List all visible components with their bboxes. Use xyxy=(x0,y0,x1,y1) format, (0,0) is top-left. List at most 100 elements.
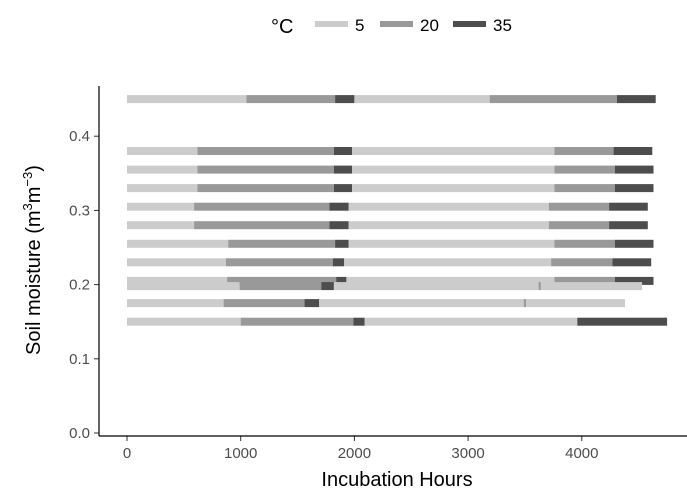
bar-segment-row7-seg4-20c xyxy=(551,258,613,267)
bar-segment-row1-seg3-5c xyxy=(352,147,555,155)
bar-segment-row6-seg3-5c xyxy=(348,239,555,248)
bar-segment-row2-seg2-35c xyxy=(333,165,353,174)
bar-segment-row0-seg5-35c xyxy=(617,95,656,104)
x-tick-label-0: 0 xyxy=(123,445,131,462)
bar-segment-row5-seg5-35c xyxy=(609,221,648,230)
x-axis-title: Incubation Hours xyxy=(321,469,472,491)
bar-segment-row7-seg2-35c xyxy=(332,258,345,267)
y-axis-title: Soil moisture (m3m−3) xyxy=(20,165,45,355)
bar-segment-row9-seg1-20c xyxy=(239,282,322,291)
bar-segment-row1-seg5-35c xyxy=(613,147,653,155)
bar-segment-row0-seg3-5c xyxy=(354,95,490,104)
legend-label-5: 5 xyxy=(355,16,364,35)
bar-segment-row7-seg5-35c xyxy=(612,258,652,267)
legend-label-20: 20 xyxy=(420,16,439,35)
bar-segment-row6-seg2-35c xyxy=(335,239,349,248)
bar-segment-row5-seg3-5c xyxy=(348,221,549,230)
y-axis-title-main: Soil moisture (m xyxy=(23,210,45,354)
bar-segment-row1-seg2-35c xyxy=(333,147,353,155)
bar-segment-row10-seg4-20c xyxy=(523,299,527,308)
bar-segment-row3-seg1-20c xyxy=(197,184,334,193)
bar-segment-row8-seg1-20c xyxy=(227,276,337,285)
bar-segment-row0-seg4-20c xyxy=(489,95,617,104)
bar-segment-row9-seg4-20c xyxy=(538,282,541,291)
bar-segment-row2-seg0-5c xyxy=(127,165,198,174)
bar-segment-row2-seg4-20c xyxy=(554,165,615,174)
bar-segment-row3-seg2-35c xyxy=(333,184,353,193)
bar-segment-row3-seg3-5c xyxy=(352,184,555,193)
x-axis-ticks: 0 1000 2000 3000 4000 xyxy=(123,436,598,462)
x-tick-label-3000: 3000 xyxy=(451,445,484,462)
bar-segment-row6-seg4-20c xyxy=(554,239,615,248)
bar-segments xyxy=(127,95,668,326)
bar-segment-row2-seg1-20c xyxy=(197,165,334,174)
bar-segment-row8-seg3-5c xyxy=(346,276,555,285)
bar-segment-row5-seg4-20c xyxy=(548,221,610,230)
bar-segment-row8-seg0-5c xyxy=(127,276,228,285)
bar-segment-row10-seg1-20c xyxy=(223,299,305,308)
bar-segment-row4-seg0-5c xyxy=(127,202,195,211)
bar-segment-row1-seg4-20c xyxy=(554,147,614,155)
bar-segment-row10-seg2-35c xyxy=(304,299,320,308)
bar-segment-row6-seg1-20c xyxy=(228,239,336,248)
y-axis-title-sup1: 3 xyxy=(20,203,35,210)
legend-swatch-35 xyxy=(453,21,486,27)
y-tick-label-0.4: 0.4 xyxy=(69,128,90,145)
bar-segment-row9-seg5-5c xyxy=(540,282,643,291)
bar-segment-row5-seg1-20c xyxy=(194,221,330,230)
y-tick-label-0: 0.0 xyxy=(69,425,90,442)
bar-segment-row3-seg5-35c xyxy=(614,184,654,193)
x-tick-label-2000: 2000 xyxy=(338,445,371,462)
bar-segment-row6-seg0-5c xyxy=(127,239,229,248)
y-tick-label-0.1: 0.1 xyxy=(69,351,90,368)
bar-segment-row11-seg4-35c xyxy=(577,317,668,326)
bar-segment-row3-seg0-5c xyxy=(127,184,198,193)
bar-segment-row11-seg3-5c xyxy=(364,317,578,326)
legend-swatch-5 xyxy=(315,21,348,27)
x-tick-label-4000: 4000 xyxy=(565,445,598,462)
bar-segment-row9-seg2-35c xyxy=(321,282,334,291)
y-tick-label-0.3: 0.3 xyxy=(69,202,90,219)
bar-segment-row11-seg0-5c xyxy=(127,317,241,326)
bar-segment-row2-seg5-35c xyxy=(614,165,654,174)
legend-label-35: 35 xyxy=(493,16,512,35)
legend: °C 5 20 35 xyxy=(271,16,512,38)
bar-segment-row4-seg5-35c xyxy=(609,202,648,211)
legend-swatch-20 xyxy=(380,21,413,27)
bar-segment-row6-seg5-35c xyxy=(614,239,654,248)
bar-segment-row1-seg1-20c xyxy=(197,147,334,155)
bar-segment-row3-seg4-20c xyxy=(554,184,615,193)
legend-title: °C xyxy=(271,16,293,38)
bar-segment-row4-seg4-20c xyxy=(548,202,610,211)
y-axis-title-close: ) xyxy=(23,165,45,172)
bar-segment-row0-seg0-5c xyxy=(127,95,247,104)
bar-segment-row4-seg1-20c xyxy=(194,202,330,211)
bar-segment-row2-seg3-5c xyxy=(352,165,555,174)
bar-segment-row8-seg5-35c xyxy=(614,276,654,285)
bar-segment-row8-seg2-35c xyxy=(336,276,347,285)
bar-segment-row11-seg2-35c xyxy=(353,317,365,326)
bar-segment-row11-seg1-20c xyxy=(240,317,354,326)
bar-segment-row1-seg0-5c xyxy=(127,147,198,155)
bar-segment-row9-seg3-5c xyxy=(333,282,539,291)
bar-segment-row4-seg3-5c xyxy=(348,202,549,211)
bar-segment-row5-seg0-5c xyxy=(127,221,195,230)
bar-segment-row10-seg0-5c xyxy=(127,299,224,308)
bar-segment-row10-seg5-5c xyxy=(526,299,625,308)
bar-segment-row7-seg3-5c xyxy=(344,258,552,267)
bar-segment-row4-seg2-35c xyxy=(329,202,349,211)
bar-segment-row8-seg4-20c xyxy=(554,276,615,285)
y-tick-label-0.2: 0.2 xyxy=(69,277,90,294)
bar-segment-row0-seg2-35c xyxy=(335,95,355,104)
y-axis-title-mid: m xyxy=(23,187,45,204)
x-tick-label-1000: 1000 xyxy=(224,445,257,462)
bar-segment-row5-seg2-35c xyxy=(329,221,349,230)
bar-segment-row9-seg0-5c xyxy=(127,282,240,291)
bar-segment-row7-seg1-20c xyxy=(225,258,333,267)
bar-segment-row7-seg0-5c xyxy=(127,258,226,267)
bar-segment-row0-seg1-20c xyxy=(246,95,336,104)
y-axis-title-sup2: −3 xyxy=(20,172,35,187)
y-axis-ticks: 0.0 0.1 0.2 0.3 0.4 xyxy=(69,128,99,442)
bar-segment-row10-seg3-5c xyxy=(319,299,524,308)
